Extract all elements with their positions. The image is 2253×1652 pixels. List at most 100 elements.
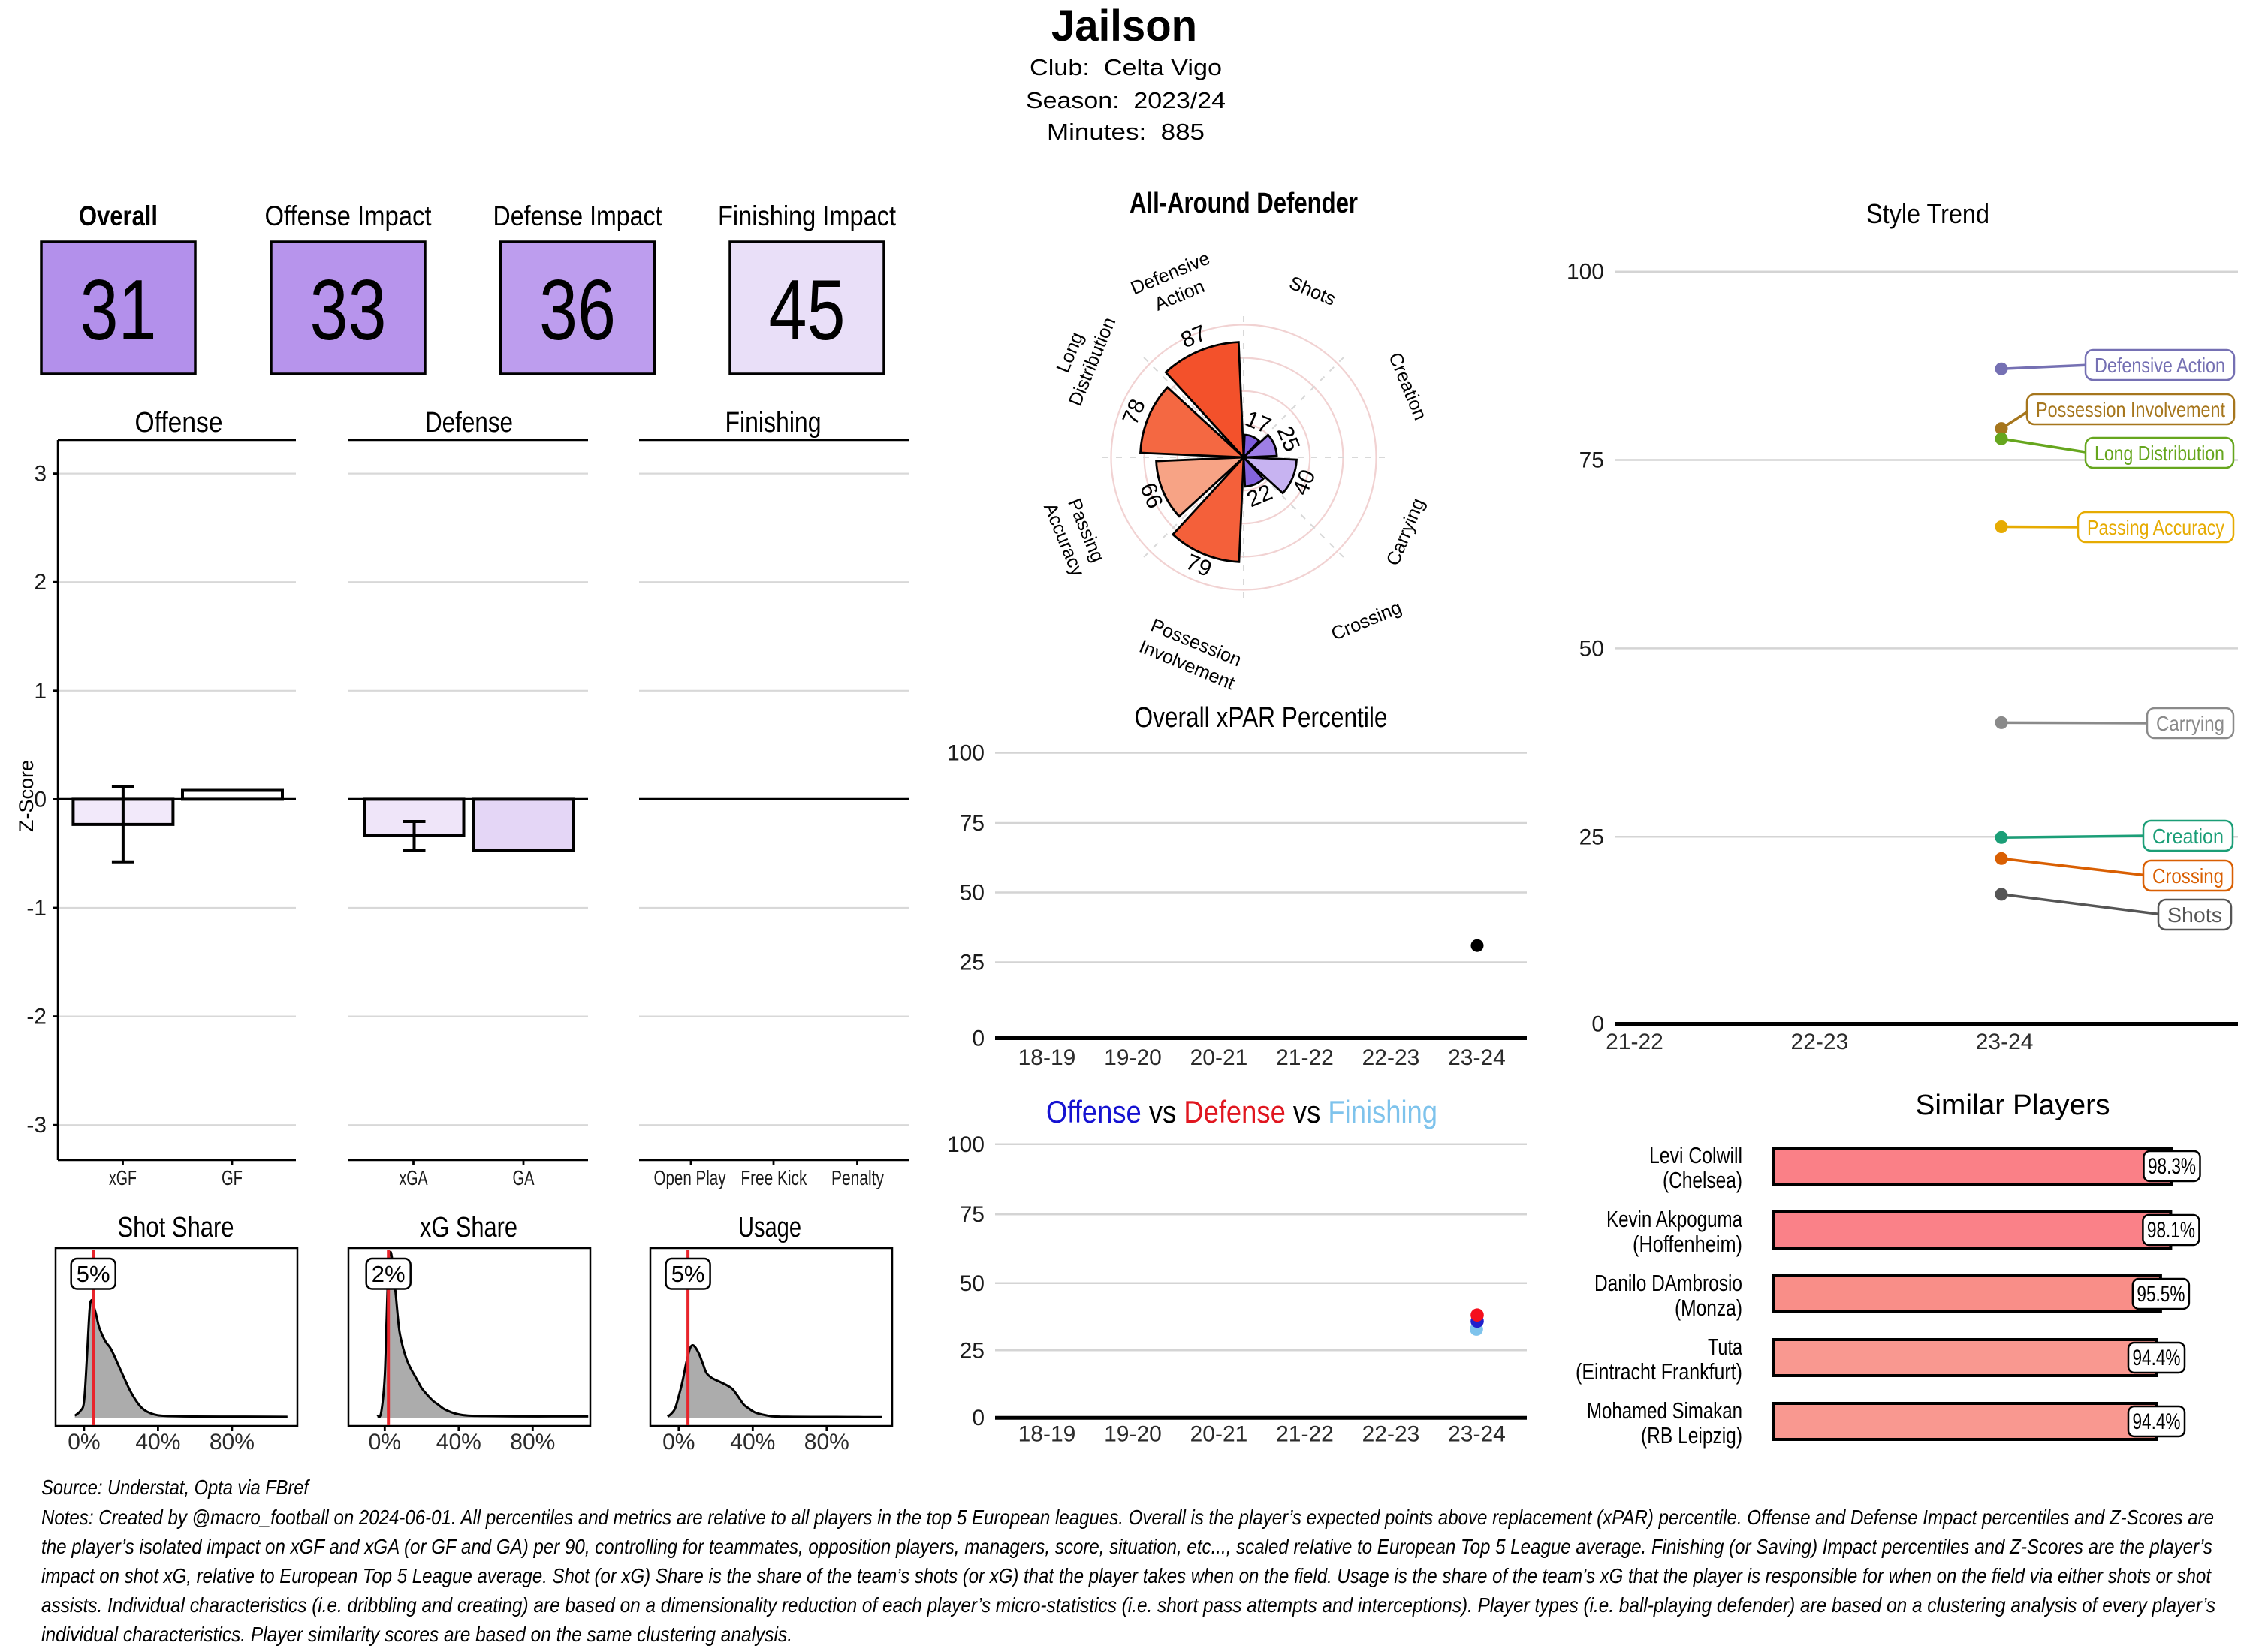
- svg-text:the player’s isolated impact o: the player’s isolated impact on xGF and …: [41, 1535, 2212, 1558]
- svg-text:Open Play: Open Play: [654, 1166, 726, 1189]
- svg-text:Mohamed Simakan: Mohamed Simakan: [1587, 1397, 1742, 1424]
- svg-text:0: 0: [1591, 1012, 1604, 1037]
- svg-text:Shot Share: Shot Share: [118, 1212, 234, 1244]
- svg-text:20-21: 20-21: [1190, 1422, 1248, 1447]
- svg-text:100: 100: [947, 741, 985, 766]
- svg-text:22-23: 22-23: [1362, 1045, 1420, 1070]
- svg-text:21-22: 21-22: [1606, 1029, 1663, 1054]
- svg-text:Tuta: Tuta: [1708, 1334, 1743, 1360]
- svg-text:33: 33: [310, 263, 387, 358]
- svg-text:Creation: Creation: [2152, 824, 2224, 848]
- svg-text:95.5%: 95.5%: [2137, 1282, 2185, 1307]
- svg-text:23-24: 23-24: [1448, 1045, 1506, 1070]
- svg-text:19-20: 19-20: [1104, 1422, 1162, 1447]
- svg-text:75: 75: [960, 811, 985, 836]
- svg-text:xGF: xGF: [109, 1166, 137, 1189]
- svg-text:75: 75: [1579, 448, 1604, 473]
- svg-text:assists. Individual characteri: assists. Individual characteristics (i.e…: [41, 1593, 2215, 1617]
- svg-text:Season: 2023/24: Season: 2023/24: [1026, 87, 1226, 113]
- svg-text:(Chelsea): (Chelsea): [1663, 1167, 1742, 1193]
- svg-text:GF: GF: [222, 1166, 243, 1189]
- svg-text:100: 100: [947, 1132, 985, 1157]
- svg-text:-2: -2: [26, 1005, 47, 1029]
- svg-text:Finishing: Finishing: [725, 407, 822, 439]
- svg-text:18-19: 18-19: [1018, 1422, 1076, 1447]
- svg-text:23-24: 23-24: [1976, 1029, 2034, 1054]
- svg-text:Kevin Akpoguma: Kevin Akpoguma: [1606, 1206, 1743, 1232]
- svg-text:Defense: Defense: [425, 407, 513, 439]
- svg-text:45: 45: [769, 263, 846, 358]
- svg-text:100: 100: [1567, 260, 1604, 285]
- svg-text:22-23: 22-23: [1362, 1422, 1420, 1447]
- svg-text:94.4%: 94.4%: [2133, 1409, 2181, 1434]
- svg-text:Crossing: Crossing: [1329, 597, 1405, 645]
- svg-text:Long Distribution: Long Distribution: [2095, 442, 2224, 465]
- svg-text:22-23: 22-23: [1791, 1029, 1849, 1054]
- svg-text:Jailson: Jailson: [1051, 2, 1197, 50]
- svg-text:23-24: 23-24: [1448, 1422, 1506, 1447]
- svg-text:40%: 40%: [436, 1430, 481, 1455]
- svg-text:25: 25: [960, 1338, 985, 1363]
- svg-text:impact on shot xG, relative to: impact on shot xG, relative to European …: [41, 1564, 2212, 1587]
- svg-text:25: 25: [960, 951, 985, 975]
- svg-text:0: 0: [972, 1026, 985, 1051]
- svg-text:19-20: 19-20: [1104, 1045, 1162, 1070]
- svg-text:75: 75: [960, 1202, 985, 1227]
- svg-text:Offense: Offense: [135, 407, 223, 439]
- svg-text:-3: -3: [26, 1113, 47, 1138]
- svg-text:Shots: Shots: [2167, 903, 2222, 927]
- svg-text:Levi Colwill: Levi Colwill: [1649, 1142, 1742, 1168]
- svg-text:Notes: Created by @macro_footb: Notes: Created by @macro_football on 202…: [41, 1506, 2214, 1529]
- svg-text:18-19: 18-19: [1018, 1045, 1076, 1070]
- svg-text:Minutes: 885: Minutes: 885: [1047, 119, 1205, 145]
- svg-text:40%: 40%: [730, 1430, 775, 1455]
- svg-text:31: 31: [80, 263, 157, 358]
- svg-text:All-Around Defender: All-Around Defender: [1130, 188, 1358, 219]
- svg-text:0%: 0%: [68, 1430, 100, 1455]
- svg-text:2%: 2%: [372, 1261, 406, 1287]
- svg-text:Similar Players: Similar Players: [1916, 1090, 2110, 1121]
- svg-text:Danilo DAmbrosio: Danilo DAmbrosio: [1594, 1270, 1742, 1296]
- svg-text:3: 3: [34, 462, 47, 487]
- svg-text:Usage: Usage: [738, 1212, 801, 1244]
- svg-text:Carrying: Carrying: [2156, 712, 2224, 735]
- svg-text:50: 50: [960, 1271, 985, 1296]
- svg-text:Z-Score: Z-Score: [15, 760, 38, 832]
- svg-text:Passing Accuracy: Passing Accuracy: [2087, 516, 2224, 539]
- svg-text:(RB Leipzig): (RB Leipzig): [1641, 1422, 1742, 1449]
- svg-text:40%: 40%: [135, 1430, 180, 1455]
- svg-text:Free Kick: Free Kick: [740, 1166, 807, 1189]
- svg-text:Overall xPAR Percentile: Overall xPAR Percentile: [1135, 702, 1388, 734]
- svg-text:Overall: Overall: [79, 200, 158, 231]
- svg-text:21-22: 21-22: [1276, 1422, 1334, 1447]
- svg-text:50: 50: [960, 881, 985, 906]
- svg-text:Creation: Creation: [1384, 349, 1431, 423]
- svg-text:Finishing Impact: Finishing Impact: [718, 200, 897, 231]
- svg-text:Offense Impact: Offense Impact: [265, 200, 433, 231]
- svg-text:Possession Involvement: Possession Involvement: [2036, 398, 2225, 421]
- svg-text:98.1%: 98.1%: [2147, 1218, 2195, 1243]
- svg-text:Source: Understat, Opta via FB: Source: Understat, Opta via FBref: [41, 1476, 311, 1499]
- svg-text:Penalty: Penalty: [831, 1166, 884, 1189]
- svg-text:xGA: xGA: [400, 1166, 428, 1189]
- svg-text:Offense vs Defense vs Finishin: Offense vs Defense vs Finishing: [1046, 1094, 1437, 1129]
- svg-text:25: 25: [1579, 824, 1604, 849]
- svg-text:5%: 5%: [77, 1261, 110, 1287]
- svg-text:98.3%: 98.3%: [2148, 1154, 2196, 1179]
- svg-text:Club: Celta Vigo: Club: Celta Vigo: [1030, 54, 1222, 80]
- svg-text:80%: 80%: [510, 1430, 555, 1455]
- svg-text:80%: 80%: [804, 1430, 849, 1455]
- svg-text:(Monza): (Monza): [1675, 1295, 1742, 1321]
- svg-text:Shots: Shots: [1286, 273, 1339, 310]
- svg-text:Carrying: Carrying: [1383, 495, 1429, 568]
- svg-text:50: 50: [1579, 636, 1604, 661]
- svg-text:(Hoffenheim): (Hoffenheim): [1633, 1231, 1742, 1257]
- svg-text:individual characteristics. Pl: individual characteristics. Player simil…: [41, 1623, 792, 1646]
- svg-text:Crossing: Crossing: [2152, 864, 2224, 888]
- svg-text:Defense Impact: Defense Impact: [493, 200, 663, 231]
- svg-text:36: 36: [539, 263, 616, 358]
- svg-text:GA: GA: [513, 1166, 535, 1189]
- svg-text:2: 2: [34, 570, 47, 595]
- svg-text:0%: 0%: [369, 1430, 401, 1455]
- svg-text:0%: 0%: [662, 1430, 695, 1455]
